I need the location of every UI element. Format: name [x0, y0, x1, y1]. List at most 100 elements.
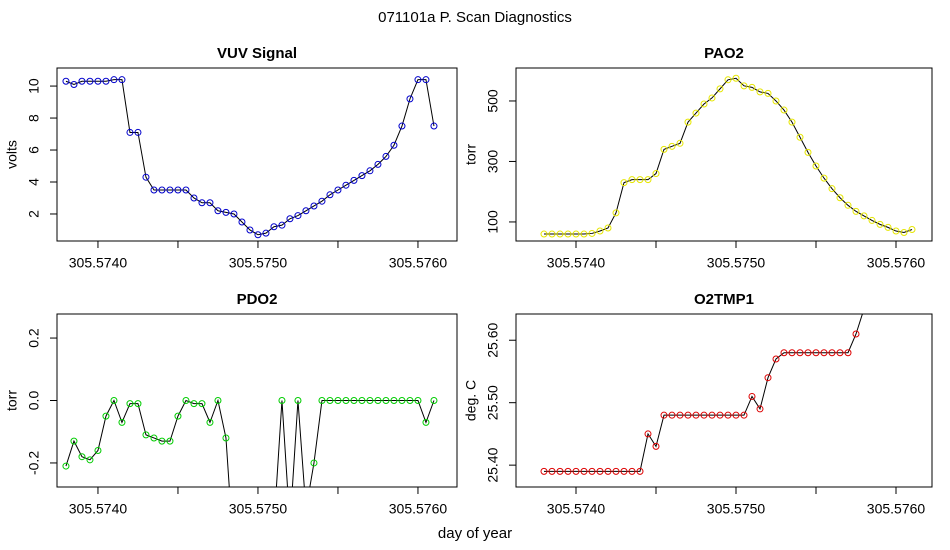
y-tick-label: 0.2 [26, 328, 42, 348]
data-point [684, 411, 692, 419]
data-point [564, 230, 572, 238]
data-point [222, 208, 230, 216]
data-point [294, 397, 302, 404]
data-point [628, 467, 636, 475]
data-point [684, 118, 692, 126]
data-point [287, 522, 293, 528]
y-tick-label: 4 [26, 178, 42, 186]
y-axis-label: deg. C [463, 380, 479, 421]
data-point [772, 355, 780, 363]
series-line [65, 79, 435, 236]
data-point [884, 223, 892, 231]
data-point [780, 106, 788, 114]
data-point [310, 202, 318, 210]
data-point [398, 397, 406, 404]
data-point [350, 176, 358, 184]
data-point [86, 77, 94, 85]
x-tick-label: 305.5760 [389, 255, 448, 271]
data-point [326, 397, 334, 404]
data-point [676, 411, 684, 419]
data-point [342, 181, 350, 189]
data-point [166, 437, 174, 445]
data-point [836, 349, 844, 357]
data-point [892, 227, 900, 235]
data-point [302, 207, 310, 215]
data-point [142, 173, 150, 181]
data-point [876, 220, 884, 228]
x-tick-label: 305.5740 [69, 255, 128, 271]
data-point [294, 212, 302, 220]
data-point [604, 224, 612, 232]
x-tick-label: 305.5740 [69, 501, 128, 517]
data-point [548, 230, 556, 238]
data-point [580, 230, 588, 238]
plot-frame [56, 313, 458, 488]
data-point [644, 176, 652, 184]
plot-frame [515, 67, 933, 242]
panel-title: PDO2 [237, 291, 278, 308]
data-point [182, 186, 190, 194]
data-point [732, 74, 740, 82]
data-point [700, 411, 708, 419]
x-tick-label: 305.5750 [229, 501, 288, 517]
data-point [382, 152, 390, 160]
data-point [652, 442, 660, 450]
data-point [556, 467, 564, 475]
data-point [182, 397, 190, 404]
data-point [150, 434, 158, 442]
data-point [406, 397, 414, 404]
plot-area [540, 306, 915, 475]
data-point [374, 160, 382, 168]
data-point [70, 80, 78, 88]
data-point [422, 418, 430, 426]
y-tick-label: 6 [26, 146, 42, 154]
data-point [612, 209, 620, 217]
data-point [366, 397, 374, 404]
y-tick-label: 25.40 [485, 447, 501, 482]
x-tick-label: 305.5750 [707, 501, 766, 517]
data-point [676, 139, 684, 147]
data-point [612, 467, 620, 475]
data-point [134, 128, 142, 136]
data-point [198, 199, 206, 207]
data-point [556, 230, 564, 238]
panel-title: PAO2 [704, 45, 744, 62]
data-point [318, 197, 326, 205]
data-point [166, 186, 174, 194]
data-point [756, 88, 764, 96]
data-point [198, 400, 206, 408]
data-point [748, 83, 756, 91]
data-point [271, 522, 277, 528]
data-point [318, 397, 326, 404]
data-point [636, 176, 644, 184]
plot-frame [515, 313, 933, 488]
data-point [222, 434, 230, 442]
data-point [852, 207, 860, 215]
data-point [548, 467, 556, 475]
plot-area [62, 397, 438, 528]
data-point [142, 431, 150, 439]
data-point [390, 141, 398, 149]
data-point [86, 456, 94, 464]
data-point [134, 400, 142, 408]
data-point [836, 194, 844, 202]
data-point [62, 77, 70, 85]
data-point [740, 411, 748, 419]
data-point [588, 467, 596, 475]
data-point [820, 174, 828, 182]
y-tick-label: 25.50 [485, 385, 501, 420]
data-point [908, 226, 916, 234]
data-point [796, 133, 804, 141]
data-point [820, 349, 828, 357]
data-point [909, 306, 915, 312]
data-point [708, 94, 716, 102]
data-point [885, 306, 891, 312]
x-axis-label: day of year [438, 525, 512, 542]
data-point [604, 467, 612, 475]
plot-frame [56, 67, 458, 242]
data-point [596, 227, 604, 235]
data-point [414, 76, 422, 84]
data-point [278, 397, 286, 404]
data-point [844, 349, 852, 357]
series-line [544, 314, 863, 472]
